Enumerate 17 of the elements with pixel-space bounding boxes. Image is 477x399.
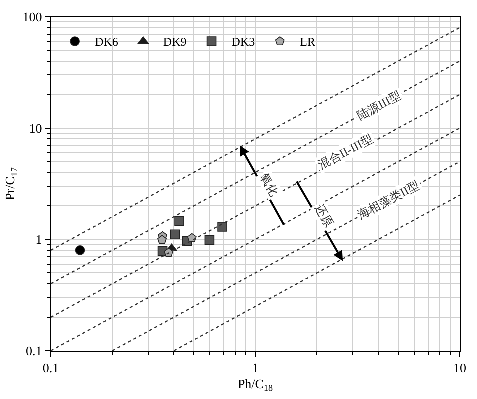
y-tick-label: 10 [29, 120, 42, 136]
x-tick-label: 1 [252, 360, 259, 376]
legend-label: DK3 [232, 35, 256, 50]
y-tick-label: 100 [22, 10, 42, 25]
legend-label: LR [300, 35, 316, 50]
annotation: 陆源III型 [354, 88, 404, 124]
y-tick-label: 1 [36, 232, 42, 248]
legend-label: DK9 [163, 35, 187, 50]
annotation: 氧化 [258, 170, 282, 199]
x-tick-label: 0.1 [42, 360, 60, 376]
x-tick-label: 10 [454, 360, 466, 376]
annotation: 还原 [312, 202, 336, 230]
annotation: 混合II-III型 [316, 132, 376, 172]
annotation: 海相藻类II型 [355, 178, 422, 222]
x-axis-title: Ph/C$_{18}$ [238, 376, 274, 394]
legend-label: DK6 [95, 35, 118, 50]
y-tick-label: 0.1 [26, 344, 42, 359]
